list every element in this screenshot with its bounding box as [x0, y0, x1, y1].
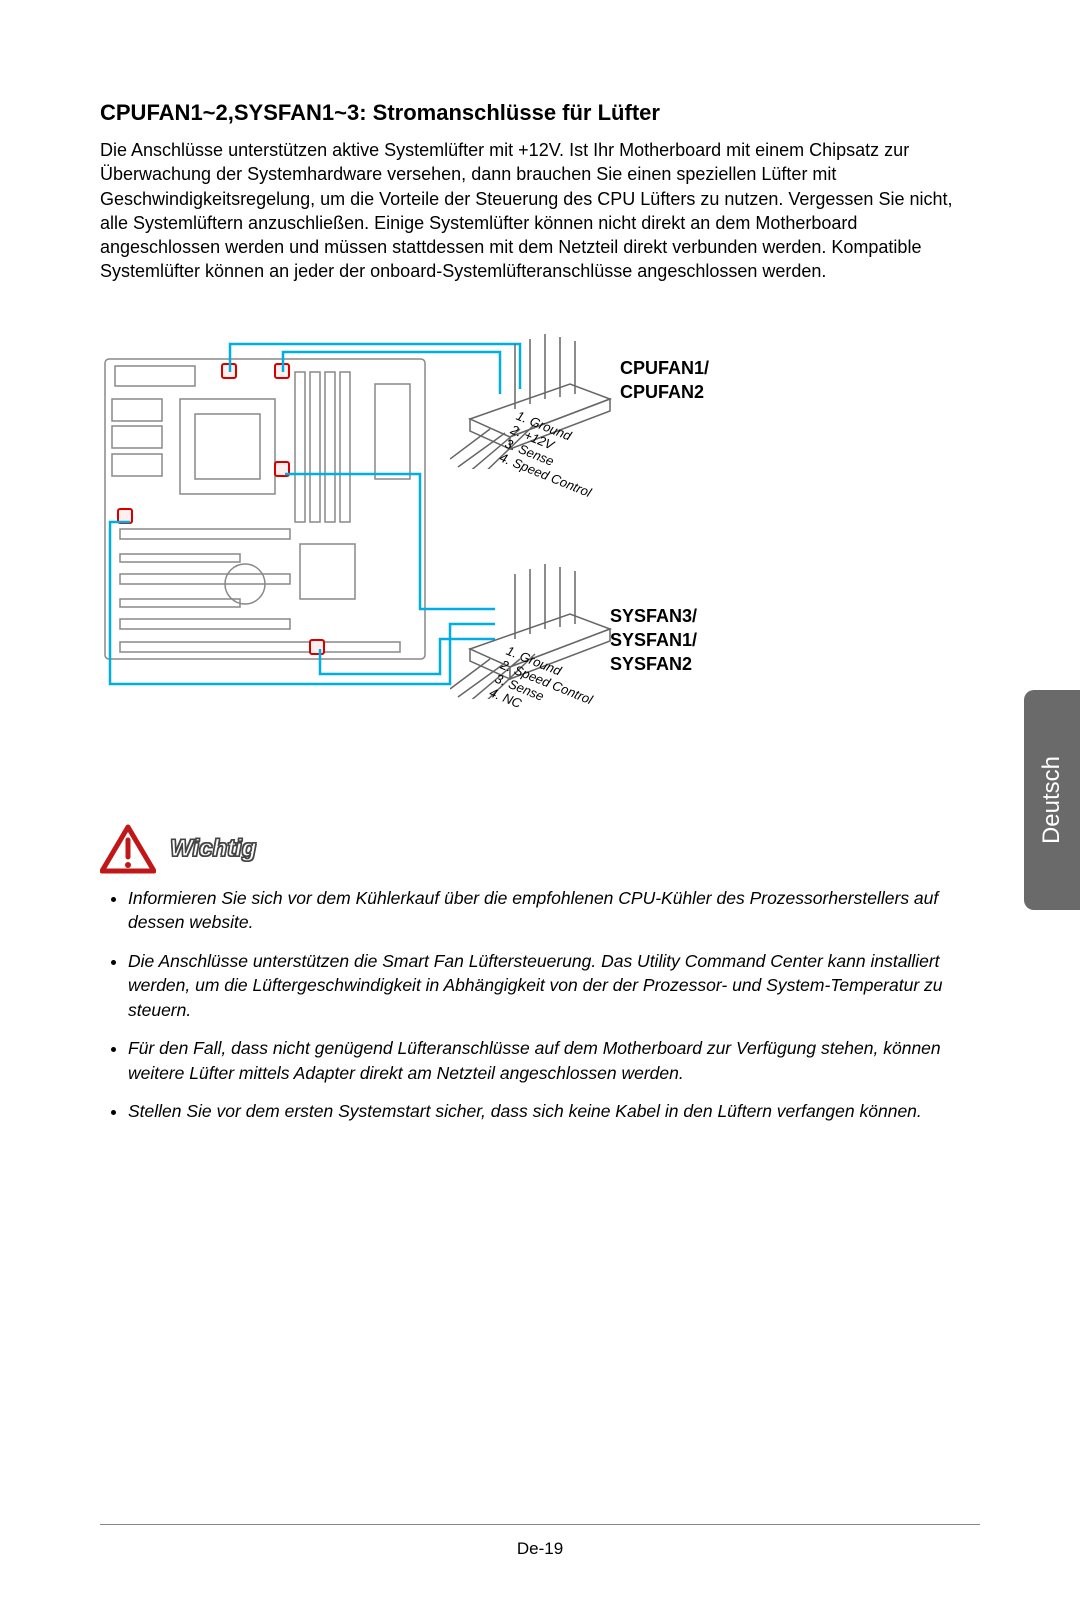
note-item: Stellen Sie vor dem ersten Systemstart s… — [128, 1099, 980, 1124]
important-block: Wichtig Informieren Sie sich vor dem Küh… — [100, 824, 980, 1124]
section-heading: CPUFAN1~2,SYSFAN1~3: Stromanschlüsse für… — [100, 100, 980, 126]
language-tab: Deutsch — [1024, 690, 1080, 910]
language-tab-label: Deutsch — [1038, 756, 1066, 844]
sysfan-label-2: SYSFAN1/ — [610, 630, 697, 650]
page-number: De-19 — [517, 1539, 563, 1558]
section-body: Die Anschlüsse unterstützen aktive Syste… — [100, 138, 980, 284]
cpufan-label-1: CPUFAN1/ — [620, 358, 709, 378]
note-item: Informieren Sie sich vor dem Kühlerkauf … — [128, 886, 980, 935]
note-item: Für den Fall, dass nicht genügend Lüfter… — [128, 1036, 980, 1085]
page-footer: De-19 — [100, 1524, 980, 1559]
important-label: Wichtig — [170, 835, 256, 863]
fan-connector-diagram: CPUFAN1/ CPUFAN2 1. Ground 2. +12V 3. Se… — [100, 314, 980, 794]
warning-triangle-icon — [100, 824, 156, 874]
sysfan-label-1: SYSFAN3/ — [610, 606, 697, 626]
cpufan-label-2: CPUFAN2 — [620, 382, 704, 402]
sysfan-label-3: SYSFAN2 — [610, 654, 692, 674]
note-item: Die Anschlüsse unterstützen die Smart Fa… — [128, 949, 980, 1023]
